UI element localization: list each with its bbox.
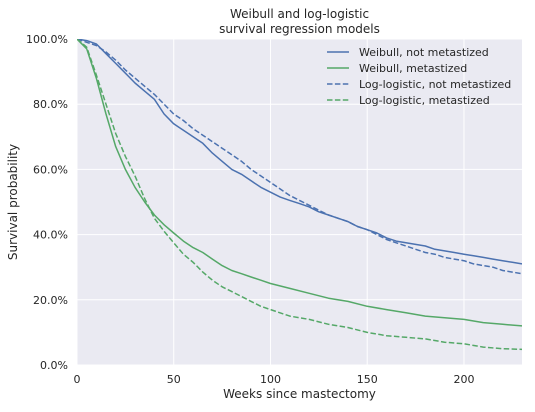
x-tick-label: 150 [357, 373, 378, 386]
y-tick-label: 80.0% [33, 98, 68, 111]
series-line-1 [77, 39, 522, 327]
legend-label-2: Log-logistic, not metastized [359, 78, 511, 91]
y-tick-label: 40.0% [33, 229, 68, 242]
y-tick-label: 0.0% [40, 359, 68, 372]
series-line-3 [77, 39, 522, 351]
legend-label-0: Weibull, not metastized [359, 46, 489, 59]
x-axis-label: Weeks since mastectomy [223, 387, 376, 401]
grid-lines [76, 38, 522, 366]
legend: Weibull, not metastized Weibull, metastiz… [327, 46, 511, 107]
y-axis-ticks: 0.0% 20.0% 40.0% 60.0% 80.0% 100.0% [26, 33, 68, 372]
series-line-2 [77, 39, 522, 275]
y-tick-label: 100.0% [26, 33, 68, 46]
x-tick-label: 0 [74, 373, 81, 386]
legend-label-1: Weibull, metastized [359, 62, 467, 75]
chart-title: Weibull and log-logistic survival regress… [219, 7, 380, 36]
plot-area [77, 39, 522, 365]
legend-label-3: Log-logistic, metastized [359, 94, 490, 107]
chart-title-text: Weibull and log-logistic survival regress… [219, 7, 380, 36]
x-axis-ticks: 0 50 100 150 200 [74, 373, 475, 386]
x-tick-label: 200 [453, 373, 474, 386]
y-tick-label: 60.0% [33, 163, 68, 176]
series-line-0 [77, 39, 522, 265]
x-tick-label: 100 [260, 373, 281, 386]
y-axis-label: Survival probability [6, 144, 20, 260]
y-tick-label: 20.0% [33, 294, 68, 307]
series-lines [77, 39, 522, 351]
x-tick-label: 50 [167, 373, 181, 386]
